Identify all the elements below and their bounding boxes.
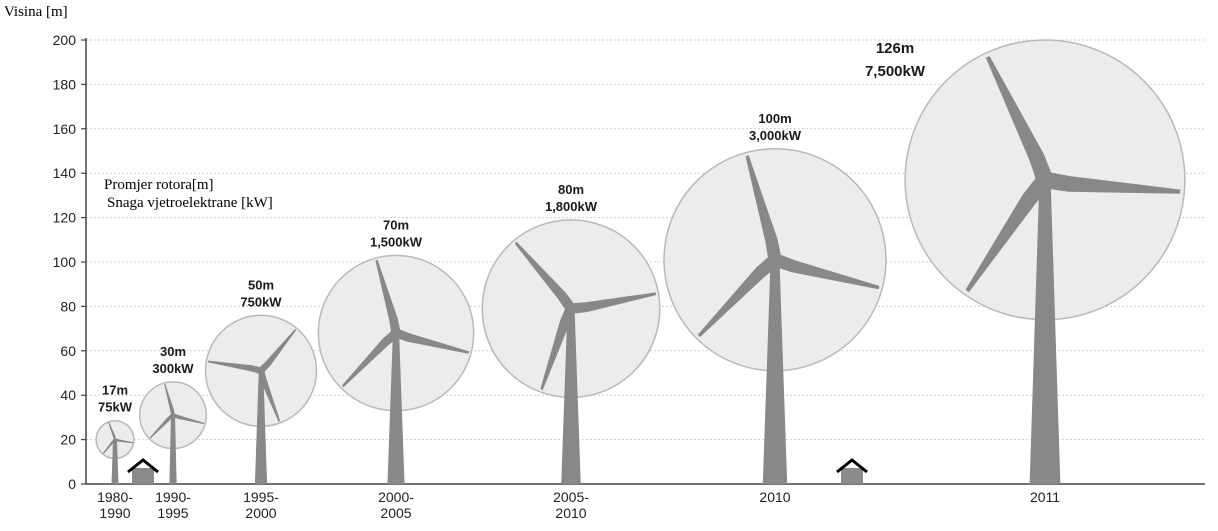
hub [258,368,264,374]
blade [149,413,175,439]
blade [394,328,470,354]
power-label: 3,000kW [749,128,802,143]
blade [258,329,297,373]
turbine-2: 50m 750kW 1995-2000 [204,277,318,521]
x-tick-label: 1995- [243,489,279,505]
hub [113,438,117,442]
house-roof [836,458,868,474]
y-tick-label: 180 [53,76,77,92]
house-body [132,468,154,484]
hub [392,329,400,337]
turbine-4: 80m 1,800kW 2005-2010 [481,182,661,521]
rotor-diameter-label: 100m [758,111,791,126]
power-label: 300kW [152,361,194,376]
rotor-diameter-label: 70m [383,217,409,232]
house-small-right [836,458,868,484]
rotor-diameter-label: 30m [160,344,186,359]
blade [773,253,880,290]
power-label: 1,500kW [370,234,423,249]
x-tick-label: 2011 [1030,489,1060,505]
house-roof [127,458,159,474]
blade [257,369,281,422]
tower [387,333,405,484]
hub [171,413,175,417]
x-tick-label: 1990 [99,505,130,521]
blade [207,360,262,375]
y-tick-label: 60 [60,343,76,359]
y-tick-label: 80 [60,298,76,314]
power-label: 1,800kW [545,199,598,214]
tower [1029,179,1061,485]
blade [164,383,175,416]
blade [114,438,134,444]
x-tick-label: 2000- [378,489,414,505]
y-tick-label: 0 [68,476,76,492]
blade [697,255,780,338]
legend-line-power: Snaga vjetroelektrane [kW] [107,195,273,211]
blade [102,438,116,454]
turbine-0: 17m 75kW 1980-1990 [95,383,135,521]
house-small-left [127,458,159,484]
x-tick-label: 2010 [759,489,790,505]
x-tick-label: 2000 [245,505,276,521]
rotor-diameter-label: 126m [876,40,914,57]
rotor-diameter-label: 50m [248,277,274,292]
turbine-6: 126m 7,500kW 2011 [865,39,1186,505]
blade [1044,171,1181,194]
y-tick-label: 120 [53,210,77,226]
tower [561,308,581,484]
x-tick-label: 1980- [97,489,133,505]
hub [769,254,781,266]
house-body [841,468,863,484]
blade [745,155,782,262]
y-tick-label: 140 [53,165,77,181]
tower [169,415,177,484]
power-label: 750kW [240,294,282,309]
turbine-5: 100m 3,000kW 2010 [663,111,887,505]
x-tick-label: 1995 [157,505,188,521]
y-tick-label: 20 [60,432,76,448]
y-tick-label: 40 [60,387,76,403]
x-tick-label: 2010 [555,505,586,521]
blade [514,241,576,312]
legend: Promjer rotora[m] Snaga vjetroelektrane … [104,176,273,212]
hub [566,304,576,314]
hub [1038,172,1052,187]
x-tick-label: 2005 [380,505,411,521]
tower [762,259,788,484]
turbine-3: 70m 1,500kW 2000-2005 [317,217,475,521]
tower [254,370,268,484]
blade [172,413,205,425]
x-tick-label: 1990- [155,489,191,505]
tower [111,439,119,484]
blade [985,56,1053,184]
rotor-diameter-label: 17m [102,383,128,398]
turbine-1: 30m 300kW 1990-1995 [138,344,208,521]
y-tick-label: 200 [53,32,77,48]
blade [965,175,1052,293]
blade [375,259,401,335]
blade [570,292,657,314]
y-tick-label: 160 [53,121,77,137]
y-tick-label: 100 [53,254,77,270]
blade [341,329,400,388]
blade [108,422,117,440]
y-axis-label: Visina [m] [4,4,68,20]
power-label: 75kW [98,400,133,415]
blade [540,306,576,390]
legend-line-rotor: Promjer rotora[m] [104,177,214,193]
power-label: 7,500kW [865,63,926,80]
x-tick-label: 2005- [553,489,589,505]
rotor-diameter-label: 80m [558,182,584,197]
